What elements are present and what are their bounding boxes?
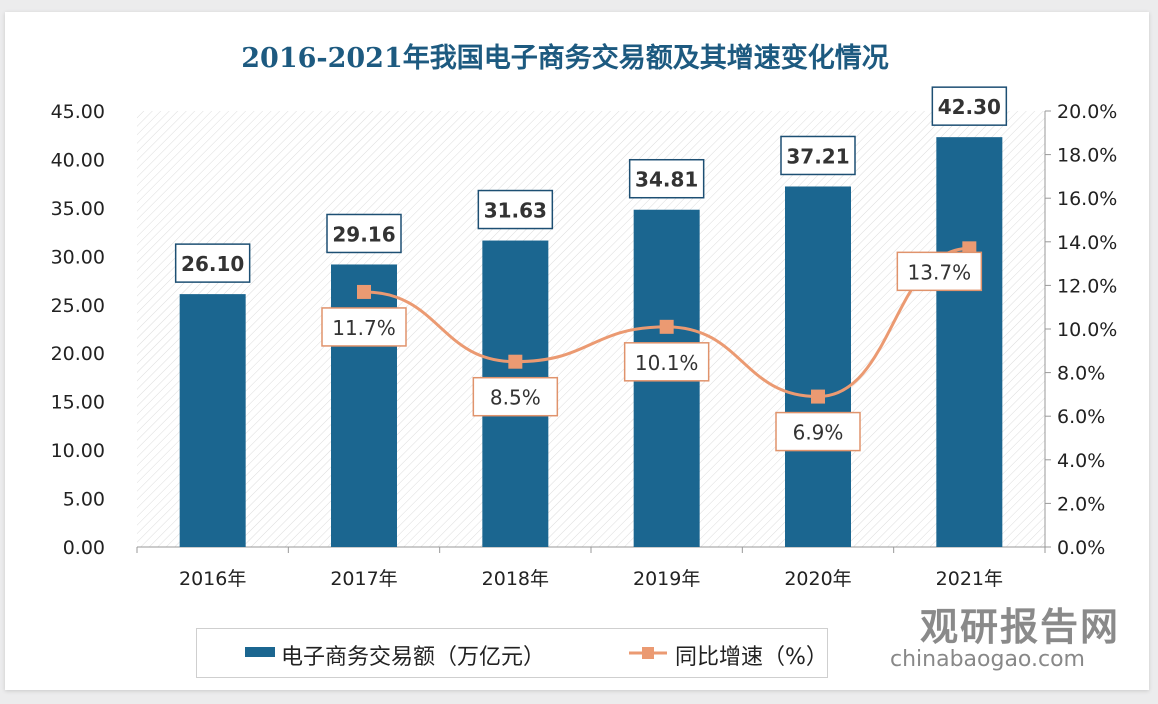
chart-title: 2016-2021年我国电子商务交易额及其增速变化情况 — [241, 43, 889, 74]
y-right-tick: 18.0% — [1057, 145, 1117, 167]
bar-label-box — [326, 213, 402, 254]
growth-marker — [508, 354, 523, 369]
x-tick-label: 2021年 — [936, 568, 1003, 590]
x-tick-label: 2017年 — [330, 568, 397, 590]
growth-data-label: 10.1% — [635, 351, 699, 375]
bar-data-label: 34.81 — [635, 168, 698, 192]
y-right-tick: 0.0% — [1057, 537, 1105, 559]
y-left-tick: 35.00 — [51, 198, 105, 220]
growth-data-label: 6.9% — [793, 421, 844, 445]
bar-label-box — [477, 189, 554, 230]
y-right-tick: 2.0% — [1057, 493, 1105, 515]
y-right-tick: 6.0% — [1057, 406, 1105, 428]
y-left-tick: 25.00 — [51, 295, 105, 317]
y-left-tick: 10.00 — [51, 440, 105, 462]
x-tick-label: 2020年 — [784, 568, 851, 590]
y-right-tick: 4.0% — [1057, 450, 1105, 472]
y-left-tick: 40.00 — [51, 149, 105, 171]
growth-data-label: 13.7% — [908, 260, 972, 284]
y-right-tick: 12.0% — [1057, 275, 1117, 297]
bar — [936, 137, 1003, 547]
legend-line-label: 同比增速（%） — [675, 645, 828, 670]
growth-label-box — [321, 307, 407, 347]
legend-bar-label: 电子商务交易额（万亿元） — [281, 645, 546, 670]
legend: 电子商务交易额（万亿元） 同比增速（%） — [196, 628, 828, 678]
bar-data-label: 37.21 — [786, 144, 849, 168]
bar-label-box — [931, 86, 1008, 126]
bar-label-box — [628, 158, 705, 199]
watermark-name: 观研报告网 — [920, 605, 1121, 649]
y-right-tick: 16.0% — [1057, 188, 1117, 210]
y-left-tick: 45.00 — [51, 101, 105, 123]
x-tick-label: 2016年 — [179, 568, 246, 590]
x-tick-label: 2018年 — [482, 568, 549, 590]
watermark: 观研报告网 chinabaogao.com — [880, 596, 1120, 672]
y-right-tick: 8.0% — [1057, 363, 1105, 385]
growth-label-box — [775, 411, 861, 452]
bar — [785, 186, 851, 547]
bar-label-box — [780, 135, 856, 176]
y-left-tick: 0.00 — [63, 537, 105, 559]
y-left-tick: 15.00 — [51, 392, 105, 414]
legend-bar-swatch — [245, 647, 275, 657]
growth-data-label: 11.7% — [332, 316, 396, 340]
growth-label-box — [472, 376, 559, 417]
y-left-tick: 30.00 — [51, 246, 105, 268]
y-left-tick: 20.00 — [51, 343, 105, 365]
legend-line-swatch — [629, 647, 667, 659]
growth-label-box — [623, 342, 710, 382]
growth-line — [363, 246, 970, 399]
growth-marker — [811, 389, 825, 404]
x-tick-label: 2019年 — [633, 568, 700, 590]
growth-label-box — [896, 251, 983, 292]
y-right-tick: 20.0% — [1057, 101, 1117, 123]
growth-data-label: 8.5% — [490, 386, 541, 410]
bar — [179, 294, 246, 547]
bar-data-label: 42.30 — [938, 95, 1001, 119]
bar-data-label: 31.63 — [484, 199, 547, 223]
y-right-tick: 14.0% — [1057, 232, 1117, 254]
bar-label-box — [174, 243, 251, 283]
watermark-url: chinabaogao.com — [890, 647, 1085, 672]
bar-data-label: 26.10 — [181, 252, 244, 276]
bar — [331, 264, 397, 547]
y-left-tick: 5.00 — [63, 489, 105, 511]
bar-data-label: 29.16 — [332, 222, 395, 246]
plot-background — [137, 111, 1045, 547]
growth-marker — [659, 319, 674, 334]
growth-marker — [357, 284, 371, 299]
y-right-tick: 10.0% — [1057, 319, 1117, 341]
